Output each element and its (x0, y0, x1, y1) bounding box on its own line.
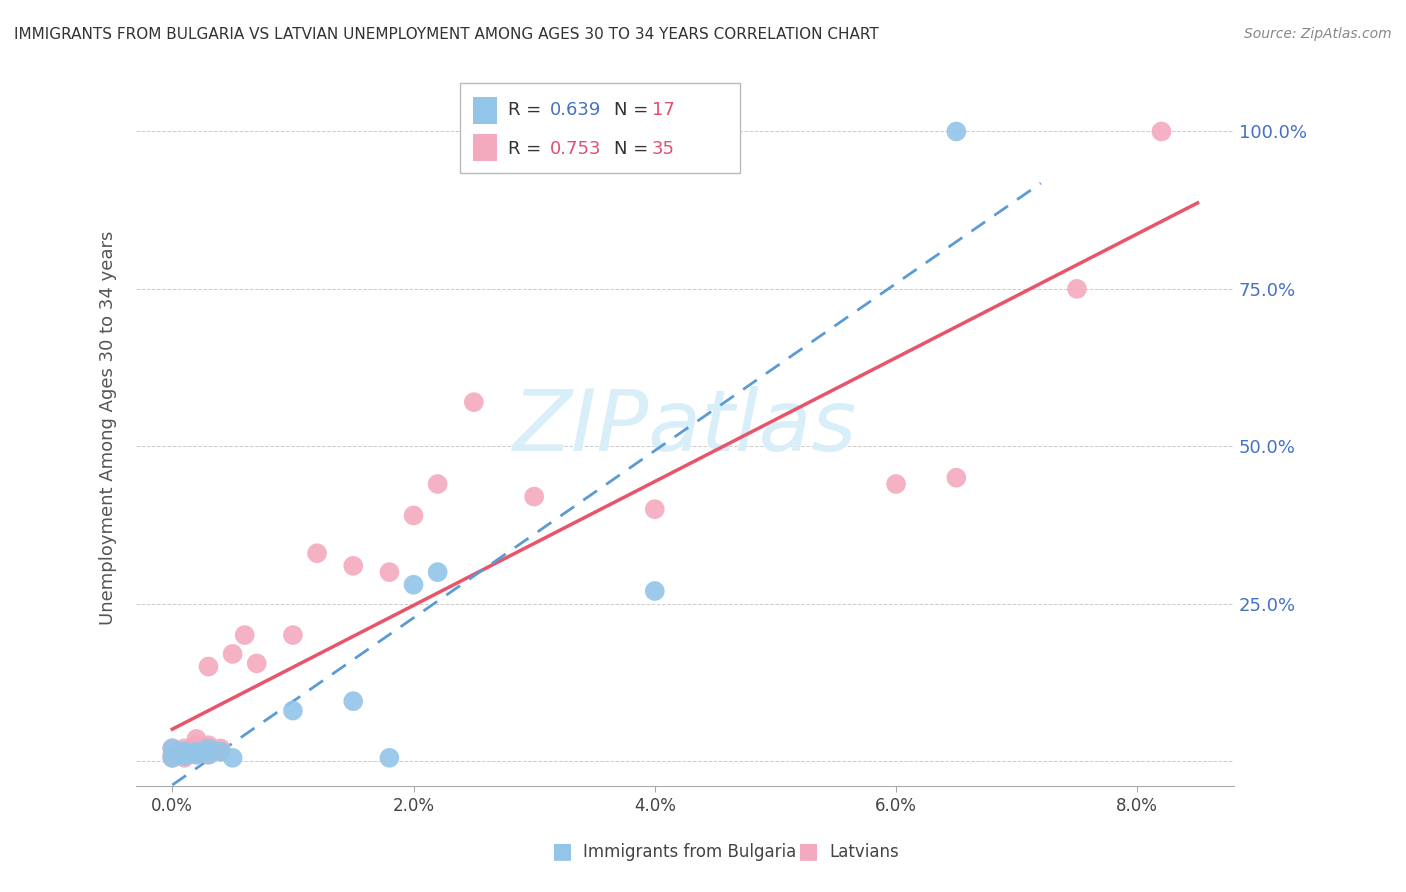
Point (426, 477, 449, 491)
Text: N =: N = (613, 101, 648, 120)
Y-axis label: Unemployment Among Ages 30 to 34 years: Unemployment Among Ages 30 to 34 years (100, 230, 117, 624)
Point (426, 565, 449, 579)
Point (463, 395, 485, 409)
Bar (472, 134, 498, 161)
Point (186, 738, 208, 752)
Point (209, 741, 232, 756)
Point (644, 502, 666, 516)
Text: ■: ■ (799, 841, 818, 861)
Point (945, 124, 967, 138)
Point (173, 741, 195, 756)
Point (402, 508, 425, 523)
Text: ■: ■ (553, 841, 572, 861)
Point (246, 657, 269, 671)
Point (523, 490, 546, 504)
Point (186, 741, 208, 756)
FancyBboxPatch shape (460, 83, 740, 172)
Bar (472, 96, 498, 124)
Point (281, 628, 304, 642)
Point (173, 745, 195, 759)
Text: IMMIGRANTS FROM BULGARIA VS LATVIAN UNEMPLOYMENT AMONG AGES 30 TO 34 YEARS CORRE: IMMIGRANTS FROM BULGARIA VS LATVIAN UNEM… (14, 27, 879, 42)
Point (378, 751, 401, 765)
Text: 0.639: 0.639 (550, 101, 602, 120)
Point (945, 471, 967, 485)
Text: Immigrants from Bulgaria: Immigrants from Bulgaria (583, 843, 797, 861)
Point (173, 751, 195, 765)
Point (197, 741, 219, 756)
Point (186, 731, 208, 746)
Text: ZIPatlas: ZIPatlas (513, 386, 858, 469)
Point (305, 546, 328, 560)
Text: 0.753: 0.753 (550, 140, 602, 158)
Point (162, 741, 184, 756)
Point (1066, 282, 1088, 296)
Point (173, 747, 195, 762)
Point (342, 558, 364, 573)
Point (221, 751, 243, 765)
Point (644, 584, 666, 599)
Text: 17: 17 (652, 101, 675, 120)
Point (162, 741, 184, 756)
Point (402, 577, 425, 591)
Point (342, 694, 364, 708)
Point (378, 565, 401, 579)
Point (173, 745, 195, 759)
Text: R =: R = (508, 101, 541, 120)
Point (173, 748, 195, 763)
Point (209, 745, 232, 759)
Text: R =: R = (508, 140, 541, 158)
Point (186, 747, 208, 762)
Text: Source: ZipAtlas.com: Source: ZipAtlas.com (1244, 27, 1392, 41)
Point (197, 747, 219, 762)
Point (186, 747, 208, 762)
Point (186, 745, 208, 759)
Point (162, 747, 184, 762)
Point (162, 751, 184, 765)
Point (221, 647, 243, 661)
Point (1150, 124, 1173, 138)
Point (186, 745, 208, 759)
Text: 35: 35 (652, 140, 675, 158)
Point (197, 738, 219, 752)
Point (162, 751, 184, 765)
Text: N =: N = (613, 140, 648, 158)
Point (197, 747, 219, 762)
Point (197, 745, 219, 759)
Point (884, 477, 907, 491)
Text: Latvians: Latvians (830, 843, 900, 861)
Point (197, 659, 219, 673)
Point (281, 704, 304, 718)
Point (233, 628, 256, 642)
Point (209, 745, 232, 759)
Point (197, 741, 219, 756)
